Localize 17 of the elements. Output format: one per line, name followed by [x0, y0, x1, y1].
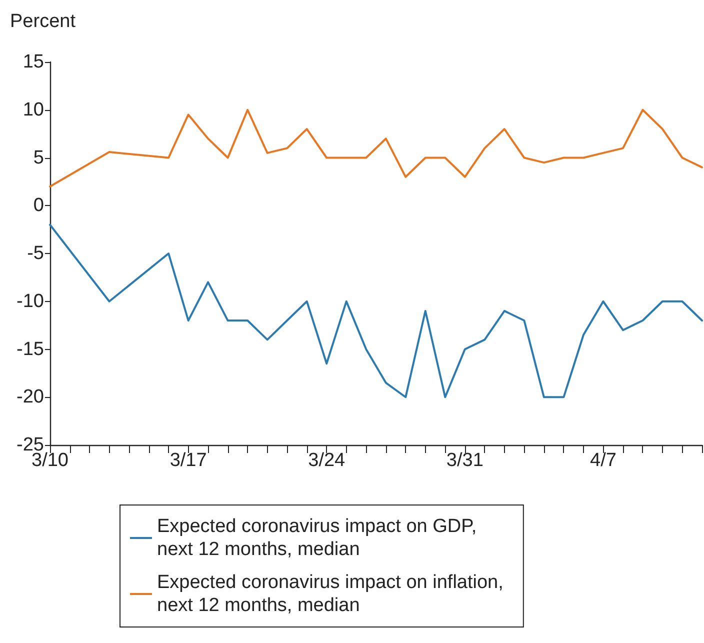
y-tick-label: 15 — [22, 52, 44, 72]
x-tick-label: 3/24 — [308, 450, 346, 471]
y-tick-label: 10 — [22, 99, 44, 120]
legend-label: Expected coronavirus impact on GDP, next 12 months, median — [157, 516, 477, 560]
x-tick-label: 3/17 — [170, 450, 207, 471]
y-tick-label: 0 — [33, 195, 44, 216]
y-tick-label: -20 — [16, 386, 44, 408]
y-tick-label: -5 — [27, 243, 44, 264]
x-tick-label: 3/31 — [446, 450, 484, 471]
line-series — [49, 224, 703, 398]
line-series — [49, 108, 703, 188]
x-tick-label: 4/7 — [590, 450, 616, 471]
y-tick-label: -10 — [16, 290, 44, 312]
y-tick-label: 5 — [33, 147, 44, 168]
y-tick-label: -15 — [16, 338, 44, 360]
legend-label: Expected coronavirus impact on inflation, next 12 months, median — [157, 572, 504, 616]
y-axis-title: Percent — [10, 11, 76, 32]
